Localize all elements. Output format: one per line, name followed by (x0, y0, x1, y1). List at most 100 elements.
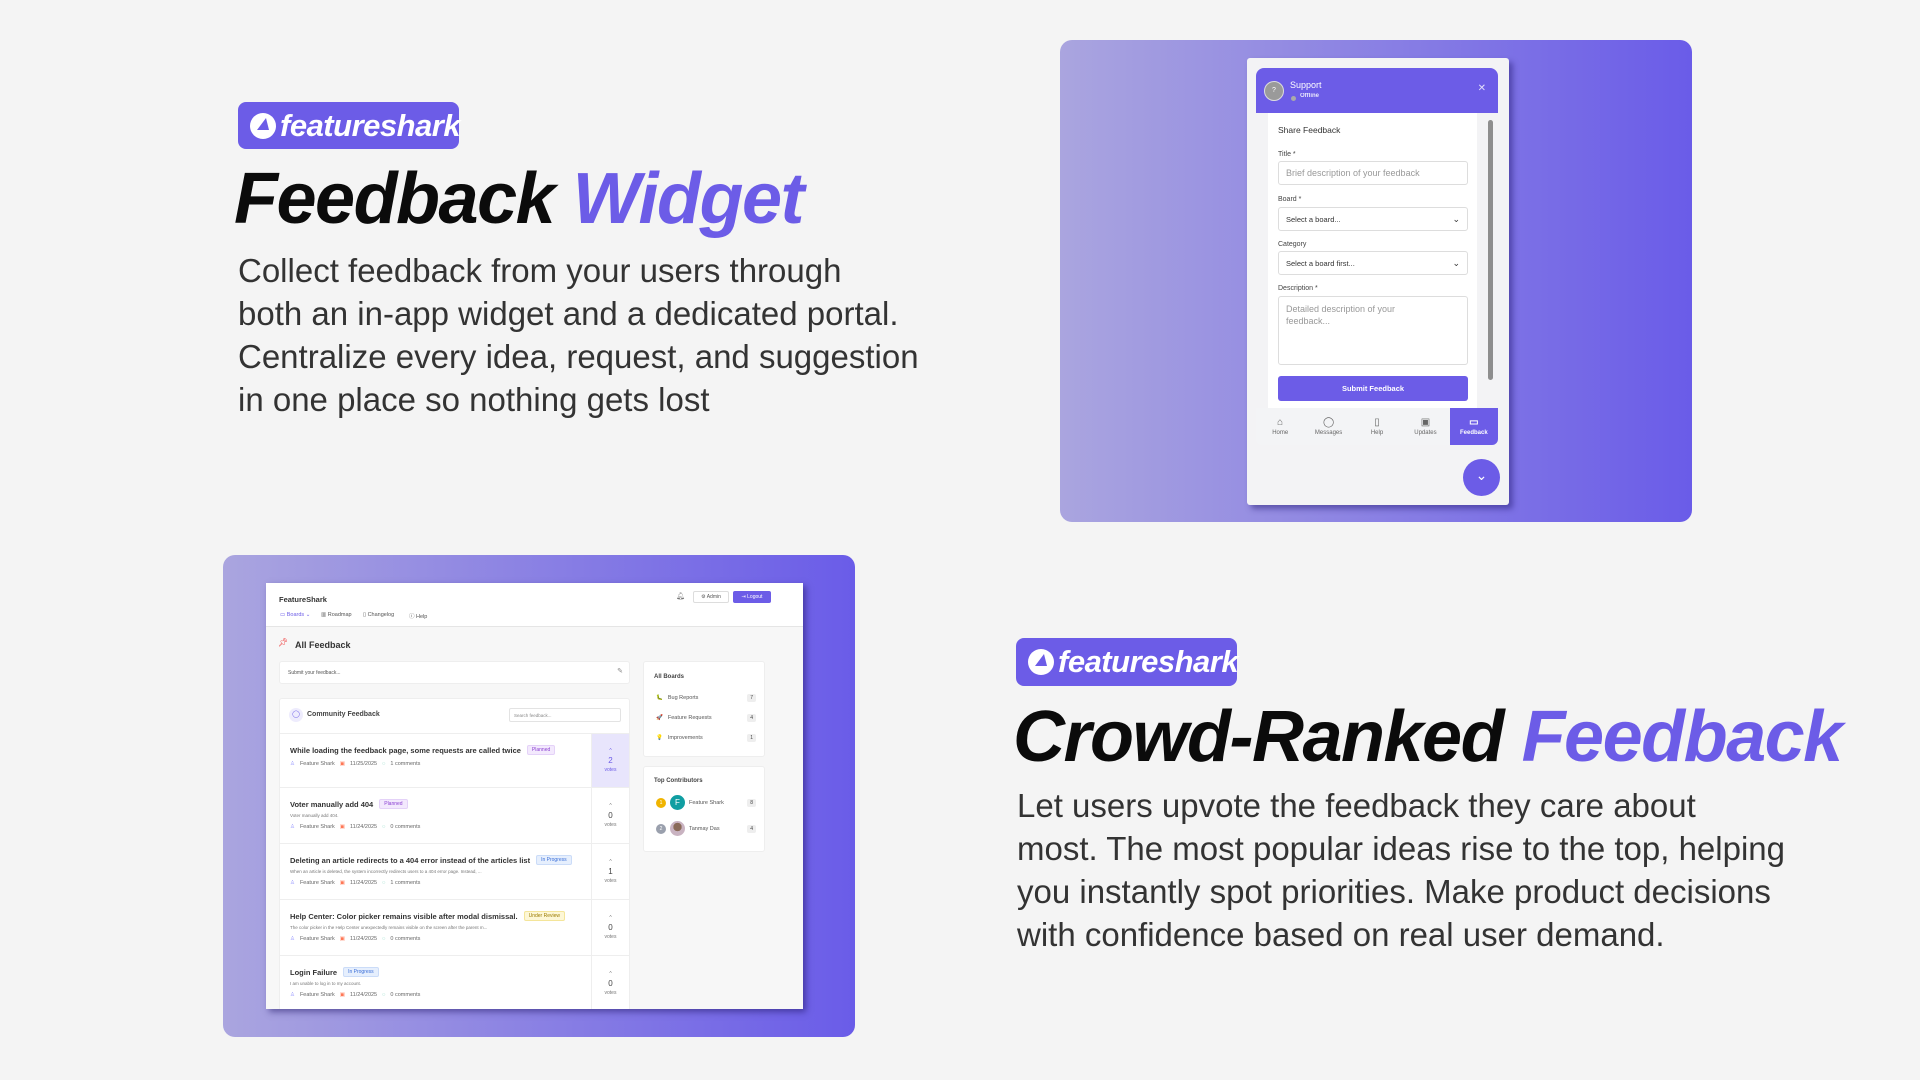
category-value: Select a board first... (1286, 258, 1355, 268)
board-item-feature-requests[interactable]: 🚀 Feature Requests 4 (656, 714, 756, 722)
tab-label: Updates (1414, 429, 1437, 436)
post-meta: ♙ Feature Shark ▣ 11/24/2025 ◌ 0 comments (290, 992, 421, 998)
post-meta: ♙ Feature Shark ▣ 11/24/2025 ◌ 1 comments (290, 880, 421, 886)
vote-button[interactable]: ^ 2 votes (591, 734, 629, 787)
search-feedback-input[interactable]: Search feedback... (509, 708, 621, 722)
author: Feature Shark (299, 936, 335, 942)
desc-line: with confidence based on real user deman… (1017, 916, 1665, 953)
vote-button[interactable]: ^ 0 votes (591, 900, 629, 955)
date: 11/24/2025 (350, 880, 378, 886)
category-label: Category (1278, 241, 1307, 248)
description-textarea[interactable]: Detailed description of your feedback... (1278, 296, 1468, 365)
votes-label: votes (604, 990, 617, 996)
nav-help[interactable]: ⓘ Help (409, 614, 428, 620)
status-badge: Under Review (523, 911, 565, 921)
chat-icon: ◯ (289, 708, 303, 722)
tab-feedback[interactable]: ▭ Feedback (1449, 408, 1498, 445)
form-scrollbar[interactable] (1488, 120, 1493, 380)
admin-label: Admin (706, 594, 721, 600)
description-placeholder: Detailed description of your feedback... (1286, 304, 1396, 326)
heading-plain: Feedback (234, 159, 556, 239)
contributor-row[interactable]: 2 Tanmay Das 4 (656, 821, 756, 836)
vote-button[interactable]: ^ 0 votes (591, 956, 629, 1009)
post-title[interactable]: Deleting an article redirects to a 404 e… (290, 855, 572, 865)
submit-feedback-button[interactable]: Submit Feedback (1278, 376, 1468, 401)
post-desc: The color picker in the Help Center unex… (290, 925, 488, 930)
chevron-down-icon: ⌄ (1452, 257, 1460, 268)
widget-header: ? Support Offline ✕ (1256, 68, 1498, 113)
desc-line: both an in-app widget and a dedicated po… (238, 295, 899, 332)
vote-count: 0 (608, 811, 613, 820)
nav-changelog[interactable]: ▯ Changelog (363, 612, 395, 618)
desc-line: most. The most popular ideas rise to the… (1017, 830, 1785, 867)
vote-count: 1 (608, 867, 613, 876)
contributors-title: Top Contributors (654, 778, 703, 784)
board-select[interactable]: Select a board... ⌄ (1278, 207, 1468, 231)
lightbulb-icon: 💡 (656, 735, 663, 741)
close-icon[interactable]: ✕ (1477, 83, 1486, 94)
title-label: Title * (1278, 151, 1296, 158)
category-select[interactable]: Select a board first... ⌄ (1278, 251, 1468, 275)
title-text: While loading the feedback page, some re… (290, 745, 521, 755)
post-title[interactable]: Voter manually add 404 Planned (290, 799, 408, 809)
tab-home[interactable]: ⌂ Home (1256, 408, 1304, 445)
status-badge: Planned (379, 799, 408, 809)
feedback-row[interactable]: While loading the feedback page, some re… (280, 733, 629, 788)
post-title[interactable]: Login Failure In Progress (290, 967, 379, 977)
feedback-row[interactable]: Help Center: Color picker remains visibl… (280, 900, 629, 956)
bell-icon[interactable]: 🔔︎ (676, 593, 685, 600)
votes-label: votes (604, 934, 617, 940)
heading-accent: Widget (572, 159, 805, 239)
nav-roadmap[interactable]: ▥ Roadmap (321, 612, 352, 618)
tab-help[interactable]: ▯ Help (1353, 408, 1401, 445)
title-input[interactable]: Brief description of your feedback (1278, 161, 1468, 185)
vote-button[interactable]: ^ 0 votes (591, 788, 629, 843)
post-desc: I am unable to log in to my account. (290, 981, 362, 986)
portal-header: FeatureShark ▭ Boards ⌄ ▥ Roadmap ▯ Chan… (266, 583, 803, 627)
vote-count: 0 (608, 923, 613, 932)
post-title[interactable]: Help Center: Color picker remains visibl… (290, 911, 565, 921)
board-item-bug-reports[interactable]: 🐛 Bug Reports 7 (656, 694, 756, 702)
all-boards-card: All Boards 🐛 Bug Reports 7 🚀 Feature Reques… (643, 661, 765, 757)
board-name: Bug Reports (667, 695, 699, 701)
board-count: 1 (747, 734, 756, 742)
chevron-down-icon: ⌄ (1475, 467, 1488, 483)
vote-count: 2 (608, 756, 613, 765)
board-value: Select a board... (1286, 214, 1341, 224)
description-label: Description * (1278, 285, 1318, 292)
votes-label: votes (604, 822, 617, 828)
chevron-up-icon: ^ (609, 971, 612, 977)
board-count: 7 (747, 694, 756, 702)
feedback-row[interactable]: Login Failure In Progress I am unable to … (280, 956, 629, 1009)
tab-updates[interactable]: ▣ Updates (1401, 408, 1449, 445)
tab-messages[interactable]: ◯ Messages (1304, 408, 1352, 445)
shark-fin-icon (250, 112, 276, 139)
feedback-widget-heading: Feedback Widget (234, 158, 805, 240)
feedback-portal-screenshot: FeatureShark ▭ Boards ⌄ ▥ Roadmap ▯ Chan… (266, 583, 803, 1009)
author: Feature Shark (299, 992, 335, 998)
heading-plain: Crowd-Ranked (1013, 697, 1505, 777)
page-title: All Feedback (295, 640, 351, 650)
submit-feedback-input[interactable]: Submit your feedback... ✎ (279, 661, 630, 684)
board-item-improvements[interactable]: 💡 Improvements 1 (656, 734, 756, 742)
rank-badge: 1 (656, 797, 666, 808)
contributor-row[interactable]: 1 F Feature Shark 8 (656, 795, 756, 810)
nav-label: Roadmap (327, 612, 352, 618)
app-name: FeatureShark (279, 595, 327, 604)
comments: 0 comments (390, 992, 421, 998)
admin-button[interactable]: ⚙ Admin (693, 591, 729, 603)
feedback-row[interactable]: Voter manually add 404 Planned Voter manu… (280, 788, 629, 844)
vote-button[interactable]: ^ 1 votes (591, 844, 629, 899)
author: Feature Shark (299, 880, 335, 886)
feedback-row[interactable]: Deleting an article redirects to a 404 e… (280, 844, 629, 900)
title-text: Voter manually add 404 (290, 799, 374, 809)
post-title[interactable]: While loading the feedback page, some re… (290, 745, 556, 755)
edit-icon: ✎ (617, 668, 623, 675)
nav-label: Boards ⌄ (286, 612, 311, 618)
widget-toggle-button[interactable]: ⌄ (1463, 459, 1500, 496)
nav-boards[interactable]: ▭ Boards ⌄ (280, 612, 311, 618)
comments: 1 comments (390, 761, 421, 767)
tab-label: Feedback (1459, 429, 1488, 436)
comments: 1 comments (390, 880, 421, 886)
logout-button[interactable]: ⇥ Logout (733, 591, 771, 603)
